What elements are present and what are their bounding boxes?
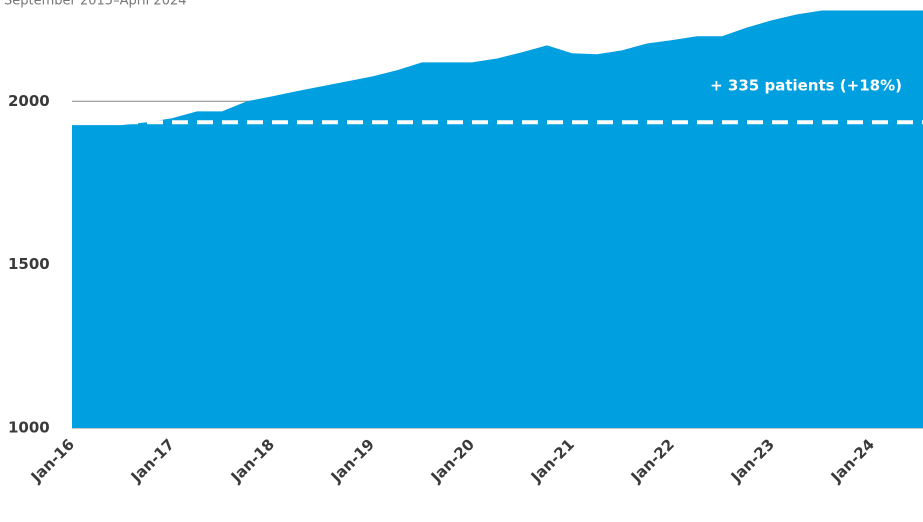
x-tick-label: Jan-23	[727, 435, 778, 486]
annotation: + 335 patients (+18%)	[710, 77, 902, 95]
y-tick-label: 1000	[8, 419, 50, 437]
x-tick-label: Jan-20	[427, 435, 478, 486]
y-tick-label: 1500	[8, 255, 50, 273]
x-tick-label: Jan-16	[27, 435, 78, 486]
x-tick-label: Jan-19	[327, 435, 378, 486]
x-tick-label: Jan-21	[527, 435, 578, 486]
x-tick-label: Jan-22	[627, 435, 678, 486]
x-tick-label: Jan-17	[127, 435, 178, 486]
chart-subtitle: September 2015–April 2024	[4, 0, 187, 9]
x-tick-label: Jan-18	[227, 435, 278, 486]
x-tick-label: Jan-24	[827, 435, 878, 486]
area	[72, 10, 923, 429]
y-tick-label: 2000	[8, 92, 50, 110]
